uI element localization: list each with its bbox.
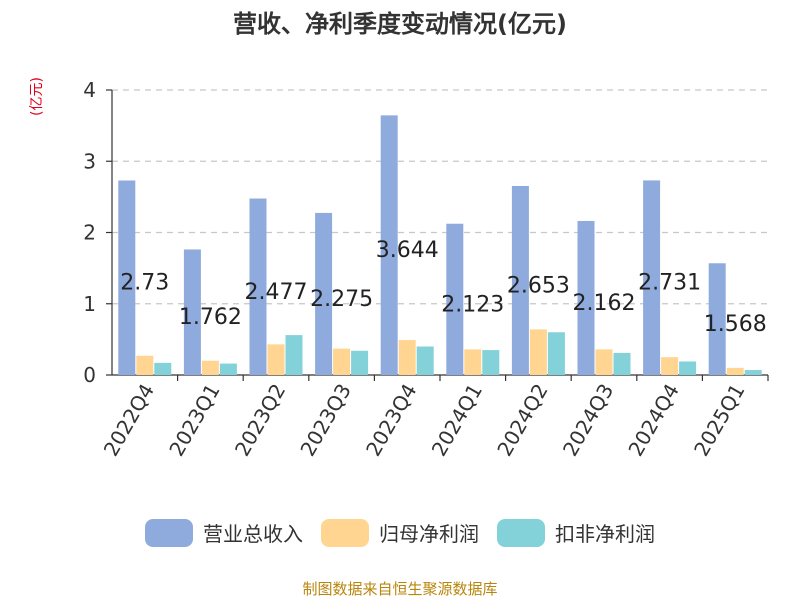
data-label: 2.477: [245, 280, 308, 305]
data-label: 1.568: [704, 312, 767, 337]
bar-deducted-net-profit: [547, 332, 565, 375]
x-tick-label: 2022Q4: [99, 380, 159, 461]
data-label: 2.275: [310, 287, 373, 312]
legend-swatch-net-profit: [321, 518, 369, 547]
data-label: 2.123: [441, 292, 504, 317]
bar-deducted-net-profit: [744, 370, 762, 375]
bar-net-profit: [201, 360, 219, 375]
bar-deducted-net-profit: [219, 363, 237, 375]
data-label: 2.731: [638, 271, 701, 296]
y-tick-label: 3: [83, 149, 96, 173]
legend-label-net-profit: 归母净利润: [379, 522, 479, 546]
legend-label-revenue: 营业总收入: [203, 522, 303, 546]
x-tick-label: 2023Q2: [230, 380, 290, 461]
bar-net-profit: [398, 340, 416, 375]
legend: 营业总收入 归母净利润 扣非净利润: [0, 518, 800, 547]
x-tick-label: 2024Q3: [558, 380, 618, 461]
bar-net-profit: [726, 367, 744, 375]
bar-deducted-net-profit: [416, 346, 434, 375]
bar-revenue: [446, 223, 464, 375]
x-tick-label: 2023Q4: [361, 380, 421, 461]
bar-chart-svg: 0 1 2 3 4 2022Q4 2.73 2023Q1 1.762 2023Q2 2.477 202…: [83, 78, 769, 461]
bar-net-profit: [595, 349, 613, 375]
bar-revenue: [249, 198, 267, 375]
bar-revenue: [577, 220, 595, 375]
legend-item-net-profit[interactable]: 归母净利润: [321, 518, 479, 547]
bar-net-profit: [661, 357, 679, 375]
bar-net-profit: [529, 329, 547, 375]
y-tick-label: 4: [83, 78, 96, 102]
bar-net-profit: [464, 349, 482, 375]
bar-revenue: [643, 180, 661, 375]
bar-revenue: [708, 263, 726, 375]
x-tick-label: 2024Q4: [623, 380, 683, 461]
data-label: 2.162: [573, 291, 636, 316]
bar-deducted-net-profit: [351, 350, 369, 375]
bar-net-profit: [333, 348, 351, 375]
bar-deducted-net-profit: [482, 350, 500, 375]
bar-revenue: [380, 115, 398, 376]
x-tick-label: 2024Q2: [492, 380, 552, 461]
data-label: 3.644: [376, 238, 439, 263]
x-tick-label: 2023Q1: [164, 380, 224, 461]
data-source-note: 制图数据来自恒生聚源数据库: [302, 580, 498, 598]
bar-revenue: [315, 212, 333, 375]
x-tick-label: 2025Q1: [689, 380, 749, 461]
bar-net-profit: [267, 344, 285, 375]
x-tick-label: 2024Q1: [427, 380, 487, 461]
data-label: 2.653: [507, 273, 570, 298]
chart-title: 营收、净利季度变动情况(亿元): [233, 10, 567, 38]
legend-swatch-deducted-net-profit: [497, 518, 545, 547]
bar-revenue: [511, 185, 529, 375]
bar-revenue: [118, 180, 136, 375]
data-label: 2.73: [120, 271, 169, 296]
bar-deducted-net-profit: [613, 352, 631, 375]
legend-item-revenue[interactable]: 营业总收入: [145, 518, 303, 547]
bar-deducted-net-profit: [154, 362, 172, 375]
y-tick-label: 2: [83, 221, 96, 245]
bar-net-profit: [136, 355, 154, 375]
legend-swatch-revenue: [145, 518, 193, 547]
bar-deducted-net-profit: [679, 361, 697, 375]
y-tick-label: 1: [83, 292, 96, 316]
legend-item-deducted-net-profit[interactable]: 扣非净利润: [497, 518, 655, 547]
x-tick-label: 2023Q3: [295, 380, 355, 461]
y-tick-label: 0: [83, 363, 96, 387]
bar-revenue: [183, 249, 201, 375]
bar-deducted-net-profit: [285, 335, 303, 375]
legend-label-deducted-net-profit: 扣非净利润: [555, 522, 655, 546]
data-label: 1.762: [179, 305, 242, 330]
